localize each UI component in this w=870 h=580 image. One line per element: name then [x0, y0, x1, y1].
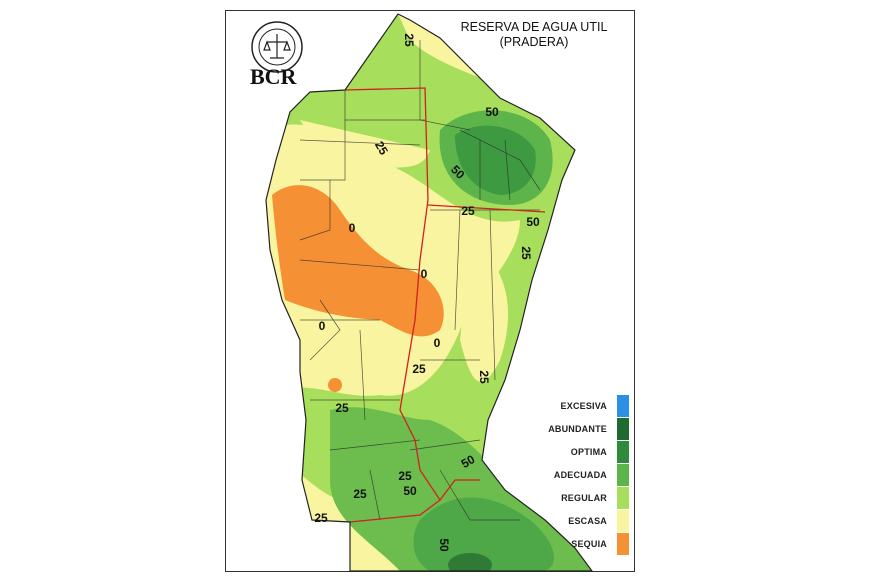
- contour-label: 0: [434, 336, 441, 350]
- contour-label: 25: [461, 204, 475, 218]
- contour-label: 0: [421, 267, 428, 281]
- region-escasa-center: [300, 120, 430, 170]
- map-title: RESERVA DE AGUA UTIL (PRADERA): [444, 20, 624, 50]
- legend-swatch: [617, 441, 629, 463]
- region-escasa-east: [460, 240, 509, 382]
- region-optima-ne: [455, 125, 536, 195]
- legend-item-abundante: ABUNDANTE: [535, 418, 629, 441]
- contour-label: 25: [372, 139, 391, 158]
- legend-label: REGULAR: [561, 493, 607, 503]
- region-sequia: [272, 185, 444, 337]
- contour-label: 50: [526, 215, 540, 229]
- contour-label: 25: [412, 362, 426, 376]
- contour-label: 50: [403, 484, 417, 498]
- contour-label: 50: [485, 105, 499, 119]
- contour-label: 25: [335, 401, 349, 415]
- legend-label: EXCESIVA: [560, 401, 607, 411]
- legend-swatch: [617, 464, 629, 486]
- contour-label: 25: [519, 246, 533, 260]
- region-abundante-south: [448, 553, 492, 571]
- contour-label: 0: [319, 319, 326, 333]
- legend-item-escasa: ESCASA: [535, 510, 629, 533]
- bcr-logo-text: BCR: [250, 64, 297, 89]
- legend-label: ADECUADA: [553, 470, 607, 480]
- legend-swatch: [617, 418, 629, 440]
- legend-label: ABUNDANTE: [548, 424, 607, 434]
- contour-label: 50: [459, 452, 478, 471]
- legend-swatch: [617, 533, 629, 555]
- title-line1: RESERVA DE AGUA UTIL: [460, 20, 608, 34]
- legend-swatch: [617, 487, 629, 509]
- legend-label: SEQUIA: [571, 539, 607, 549]
- region-sequia-spot: [328, 378, 342, 392]
- legend-label: OPTIMA: [570, 447, 607, 457]
- legend-label: ESCASA: [568, 516, 607, 526]
- legend-item-regular: REGULAR: [535, 487, 629, 510]
- legend-item-excesiva: EXCESIVA: [535, 395, 629, 418]
- legend-item-sequia: SEQUIA: [535, 533, 629, 556]
- contour-label: 25: [398, 469, 412, 483]
- contour-label: 0: [349, 221, 356, 235]
- legend-swatch: [617, 510, 629, 532]
- legend-item-optima: OPTIMA: [535, 441, 629, 464]
- bcr-seal-logo: [251, 21, 303, 73]
- province-boundaries: [344, 87, 546, 523]
- legend-swatch: [617, 395, 629, 417]
- contour-label: 50: [437, 538, 451, 552]
- contour-label: 25: [402, 33, 416, 47]
- title-line2: (PRADERA): [499, 35, 569, 49]
- contour-label: 25: [353, 487, 367, 501]
- contour-label: 25: [314, 511, 328, 525]
- legend-item-adecuada: ADECUADA: [535, 464, 629, 487]
- contour-label: 25: [477, 370, 491, 384]
- region-optima-south: [413, 497, 554, 571]
- department-boundaries: [299, 40, 541, 521]
